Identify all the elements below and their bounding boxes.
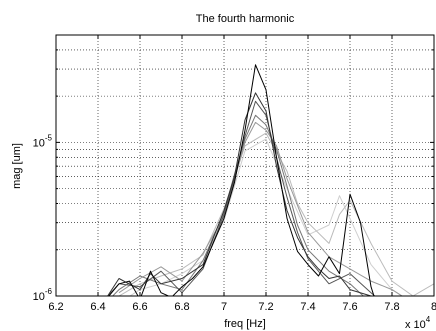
x-multiplier-base: x 10 [405, 319, 426, 331]
x-multiplier-label: x 104 [405, 315, 431, 331]
x-tick-label: 6.6 [132, 301, 147, 313]
x-axis-label: freq [Hz] [224, 318, 266, 330]
series-line [108, 64, 375, 296]
y-tick-label-base: 10 [33, 137, 45, 149]
grid [56, 35, 434, 296]
y-tick-label-exponent: -5 [45, 133, 53, 142]
y-tick-label: 10-5 [33, 133, 53, 149]
plot-frame [55, 34, 435, 297]
x-multiplier-exponent: 4 [426, 315, 431, 324]
series-line [111, 114, 365, 296]
x-tick-label: 6.4 [90, 301, 105, 313]
series-line [107, 100, 376, 296]
series-line [107, 92, 372, 296]
series-line [118, 121, 403, 296]
x-tick-label: 7.8 [384, 301, 399, 313]
chart-title: The fourth harmonic [196, 13, 295, 25]
x-tick-label: 6.2 [48, 301, 63, 313]
plot-area [56, 35, 434, 296]
y-tick-label: 10-6 [33, 287, 53, 303]
x-tick-label: 6.8 [174, 301, 189, 313]
x-tick-label: 7 [221, 301, 227, 313]
y-tick-label-exponent: -6 [45, 287, 53, 296]
x-tick-label: 7.4 [300, 301, 315, 313]
series-group [107, 64, 434, 296]
y-tick-labels: 10-610-5 [33, 133, 53, 303]
tick-marks [55, 35, 435, 296]
x-tick-labels: 6.2 6.4 6.6 6.8 7 7.2 7.4 7.6 7.8 8 [48, 301, 436, 313]
y-axis-label: mag [um] [11, 143, 23, 189]
x-tick-label: 8 [431, 301, 436, 313]
x-tick-label: 7.6 [342, 301, 357, 313]
x-tick-label: 7.2 [258, 301, 273, 313]
y-tick-label-base: 10 [33, 291, 45, 303]
series-line [118, 132, 434, 296]
